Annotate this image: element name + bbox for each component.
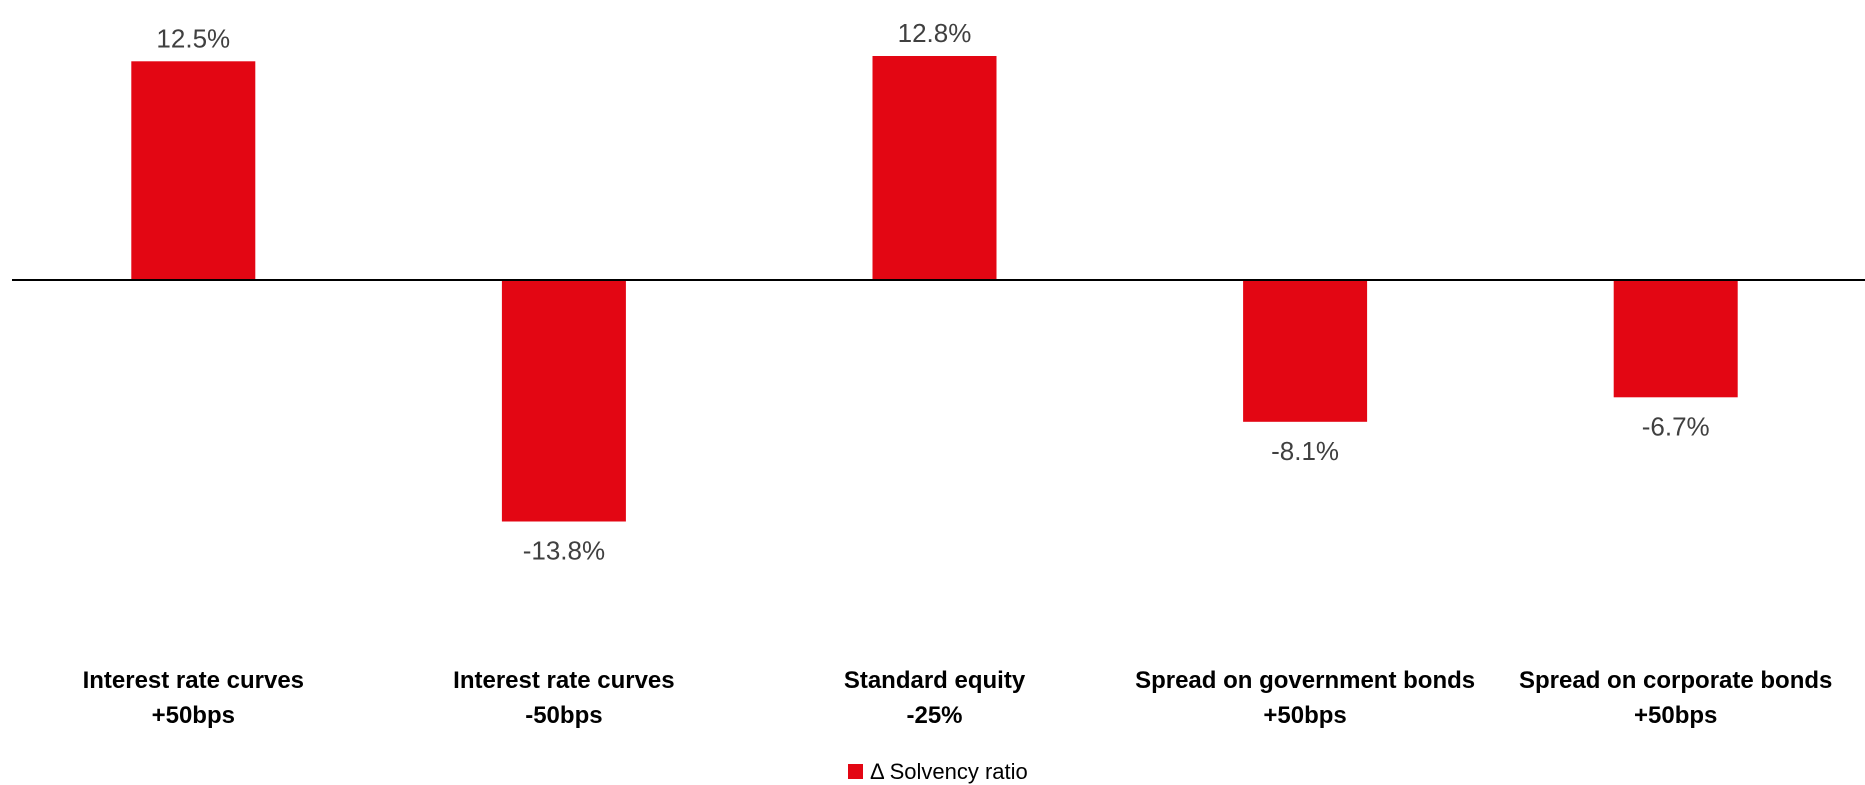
category-label-5-line-1: Spread on corporate bonds	[1519, 667, 1832, 694]
data-labels-group: 12.5% -13.8% 12.8% -8.1% -6.7%	[156, 18, 1709, 566]
category-label-1-line-1: Interest rate curves	[83, 667, 304, 694]
data-label-3: 12.8%	[898, 18, 972, 48]
category-label-3-line-2: -25%	[906, 702, 962, 729]
bar-3	[872, 56, 997, 280]
bar-4	[1243, 280, 1368, 422]
data-label-4: -8.1%	[1271, 436, 1339, 466]
category-labels-group: Interest rate curves +50bps Interest rate …	[83, 667, 1833, 729]
data-label-2: -13.8%	[523, 536, 605, 566]
bars-group	[131, 56, 1738, 522]
category-label-2-line-1: Interest rate curves	[453, 667, 674, 694]
category-label-2-line-2: -50bps	[525, 702, 602, 729]
bar-5	[1613, 280, 1738, 398]
category-label-3-line-1: Standard equity	[844, 667, 1026, 694]
data-label-1: 12.5%	[156, 23, 230, 53]
data-label-5: -6.7%	[1642, 411, 1710, 441]
legend: Δ Solvency ratio	[848, 759, 1028, 784]
category-label-5-line-2: +50bps	[1634, 702, 1717, 729]
legend-swatch	[848, 764, 863, 779]
bar-1	[131, 61, 256, 281]
category-label-4-line-2: +50bps	[1263, 702, 1346, 729]
bar-2	[501, 280, 626, 522]
category-label-4-line-1: Spread on government bonds	[1135, 667, 1475, 694]
category-label-1-line-2: +50bps	[152, 702, 235, 729]
legend-label: Δ Solvency ratio	[870, 759, 1028, 784]
